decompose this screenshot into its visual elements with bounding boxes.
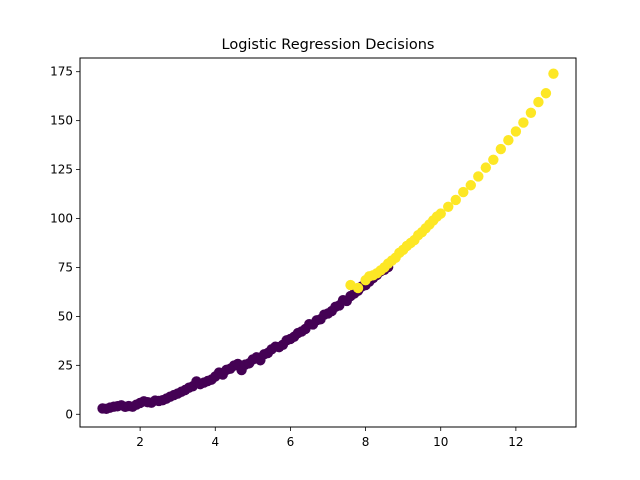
data-points (97, 68, 559, 414)
data-point-series-1-24 (450, 194, 461, 206)
plot-frame (79, 57, 577, 428)
data-point-series-1-33 (518, 117, 529, 128)
data-point-series-1-28 (480, 162, 492, 173)
x-axis: 2 4 6 8 10 12 (136, 427, 524, 449)
data-point-series-1-25 (458, 186, 469, 198)
y-tick-label-3: 75 (58, 260, 73, 274)
x-tick-label-1: 4 (211, 435, 219, 449)
data-point-series-1-23 (443, 201, 454, 212)
data-point-series-1-26 (465, 180, 476, 191)
x-tick-label-3: 8 (362, 435, 370, 449)
y-tick-label-7: 175 (50, 65, 73, 79)
y-tick-label-6: 150 (50, 114, 73, 128)
chart-title: Logistic Regression Decisions (222, 37, 435, 53)
data-point-series-1-1 (352, 282, 364, 294)
data-point-series-1-29 (488, 154, 499, 165)
y-tick-label-4: 100 (50, 212, 73, 226)
data-point-series-1-37 (548, 68, 559, 79)
data-point-series-1-32 (510, 126, 522, 137)
x-tick-label-4: 10 (433, 435, 448, 449)
y-tick-label-5: 125 (50, 163, 73, 177)
x-tick-label-2: 6 (287, 435, 295, 449)
y-tick-label-0: 0 (65, 407, 73, 421)
data-point-series-1-35 (533, 96, 544, 108)
data-point-series-1-27 (473, 171, 484, 182)
x-tick-label-5: 12 (508, 435, 523, 449)
y-tick-label-1: 25 (58, 358, 73, 372)
data-point-series-1-30 (495, 143, 507, 155)
data-point-series-1-34 (525, 107, 537, 119)
data-point-series-1-36 (540, 88, 552, 99)
y-axis: 0 25 50 75 100 125 150 175 (50, 65, 80, 421)
data-point-series-1-22 (435, 208, 446, 219)
data-point-series-1-31 (503, 135, 514, 146)
y-tick-label-2: 50 (58, 309, 73, 323)
x-tick-label-0: 2 (136, 435, 144, 449)
